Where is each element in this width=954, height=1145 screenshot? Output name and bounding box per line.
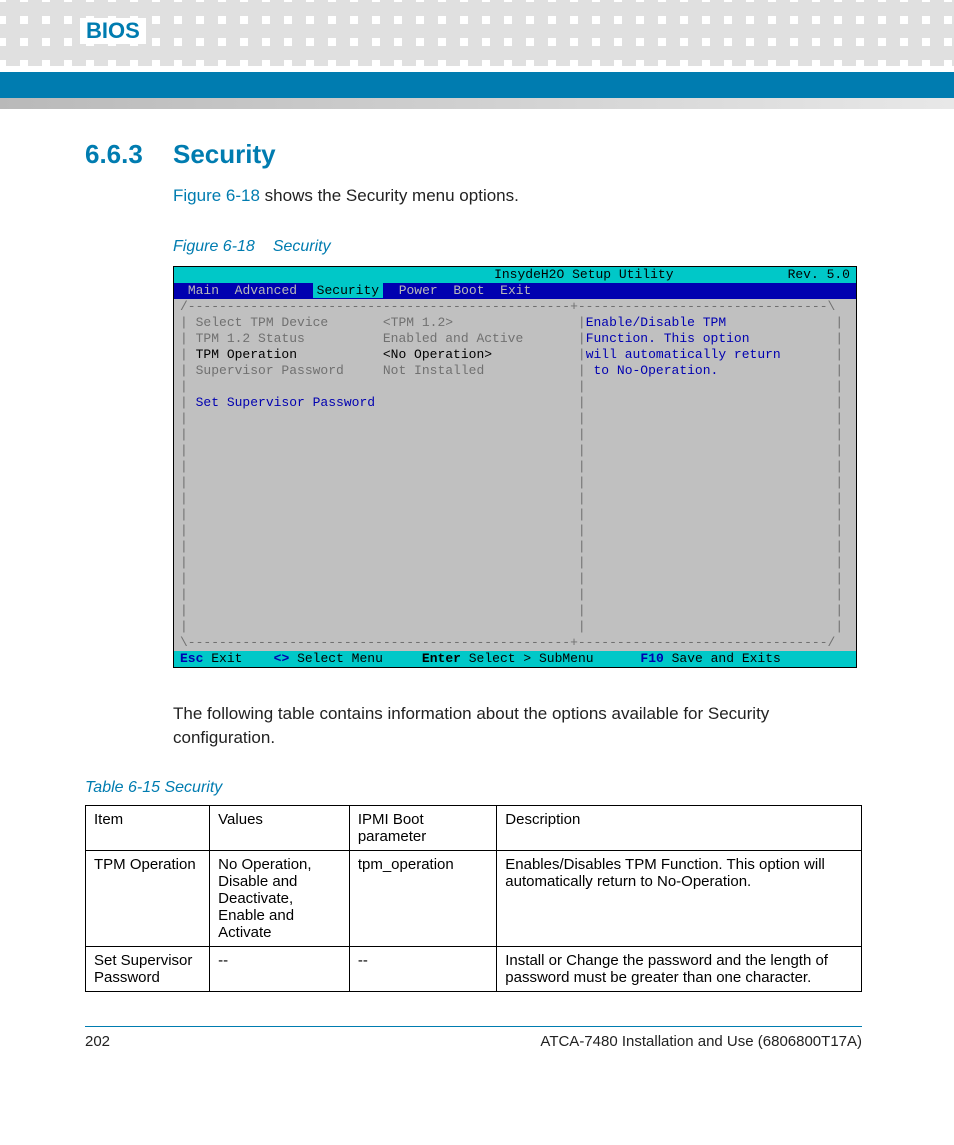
bios-row: | | | bbox=[174, 491, 856, 507]
bios-tab[interactable]: Exit bbox=[500, 283, 531, 298]
table-cell: tpm_operation bbox=[349, 851, 496, 947]
bios-footer: Esc Exit <> Select Menu Enter Select > S… bbox=[174, 651, 856, 667]
bios-row: | | | bbox=[174, 507, 856, 523]
bios-key-f10[interactable]: F10 bbox=[640, 651, 663, 666]
table-row: Set Supervisor Password----Install or Ch… bbox=[86, 947, 862, 992]
figure-title: Security bbox=[273, 238, 331, 255]
bios-tab[interactable]: Main bbox=[188, 283, 219, 298]
table-cell: Set Supervisor Password bbox=[86, 947, 210, 992]
bios-key-arrows[interactable]: <> bbox=[274, 651, 290, 666]
bios-key-esc[interactable]: Esc bbox=[180, 651, 203, 666]
table-caption: Table 6-15 Security bbox=[85, 779, 862, 797]
header-blue-bar bbox=[0, 72, 954, 98]
table-row: TPM OperationNo Operation, Disable and D… bbox=[86, 851, 862, 947]
doc-title: ATCA-7480 Installation and Use (6806800T… bbox=[540, 1033, 862, 1050]
intro-paragraph: Figure 6-18 shows the Security menu opti… bbox=[173, 184, 862, 208]
bios-key-label: Select Menu bbox=[297, 651, 383, 666]
bios-row: | | | bbox=[174, 459, 856, 475]
bios-rev: Rev. 5.0 bbox=[788, 267, 850, 283]
bios-row: | | | bbox=[174, 571, 856, 587]
table-cell: Enables/Disables TPM Function. This opti… bbox=[497, 851, 862, 947]
bios-tab[interactable]: Power bbox=[399, 283, 438, 298]
bios-row: | | | bbox=[174, 603, 856, 619]
table-header: Item bbox=[86, 806, 210, 851]
section-number: 6.6.3 bbox=[85, 139, 149, 170]
bios-row: | | | bbox=[174, 523, 856, 539]
figure-caption: Figure 6-18 Security bbox=[173, 238, 862, 256]
bios-title: InsydeH2O Setup Utility bbox=[380, 267, 788, 283]
bios-row: | | | bbox=[174, 619, 856, 635]
bios-tab[interactable]: Advanced bbox=[235, 283, 297, 298]
table-cell: Install or Change the password and the l… bbox=[497, 947, 862, 992]
bios-row: | | | bbox=[174, 443, 856, 459]
bios-row: | | | bbox=[174, 587, 856, 603]
bios-key-label: Select > SubMenu bbox=[469, 651, 594, 666]
bios-row: | TPM Operation <No Operation> |will aut… bbox=[174, 347, 856, 363]
intro-text: shows the Security menu options. bbox=[260, 186, 519, 205]
bios-key-enter[interactable]: Enter bbox=[422, 651, 461, 666]
bios-tab-selected[interactable]: Security bbox=[313, 283, 383, 298]
table-header: Description bbox=[497, 806, 862, 851]
section-heading: 6.6.3 Security bbox=[85, 139, 862, 170]
header-decor: BIOS bbox=[0, 0, 954, 66]
table-cell: -- bbox=[349, 947, 496, 992]
security-table: ItemValuesIPMI Boot parameterDescription… bbox=[85, 805, 862, 992]
section-title: Security bbox=[173, 139, 276, 170]
post-figure-paragraph: The following table contains information… bbox=[173, 702, 862, 750]
footer-rule bbox=[85, 1026, 862, 1027]
bios-row: | Set Supervisor Password | | bbox=[174, 395, 856, 411]
bios-menubar: Main Advanced Security Power Boot Exit bbox=[174, 283, 856, 299]
chapter-title: BIOS bbox=[80, 18, 146, 44]
bios-row: | | | bbox=[174, 475, 856, 491]
bios-row: | | | bbox=[174, 379, 856, 395]
bios-row: | TPM 1.2 Status Enabled and Active |Fun… bbox=[174, 331, 856, 347]
bios-key-label: Save and Exits bbox=[672, 651, 781, 666]
table-cell: No Operation, Disable and Deactivate, En… bbox=[210, 851, 350, 947]
figure-link[interactable]: Figure 6-18 bbox=[173, 186, 260, 205]
bios-screenshot: InsydeH2O Setup Utility Rev. 5.0 Main Ad… bbox=[173, 266, 857, 668]
table-header: IPMI Boot parameter bbox=[349, 806, 496, 851]
table-header-row: ItemValuesIPMI Boot parameterDescription bbox=[86, 806, 862, 851]
table-cell: -- bbox=[210, 947, 350, 992]
bios-row: /---------------------------------------… bbox=[174, 299, 856, 315]
page-footer: 202 ATCA-7480 Installation and Use (6806… bbox=[0, 1026, 954, 1080]
bios-tab[interactable]: Boot bbox=[453, 283, 484, 298]
bios-body: /---------------------------------------… bbox=[174, 299, 856, 651]
bios-row: | | | bbox=[174, 555, 856, 571]
bios-row: \---------------------------------------… bbox=[174, 635, 856, 651]
header-gray-bar bbox=[0, 98, 954, 109]
page-number: 202 bbox=[85, 1033, 110, 1050]
bios-row: | Supervisor Password Not Installed | to… bbox=[174, 363, 856, 379]
figure-label: Figure 6-18 bbox=[173, 238, 255, 255]
page-content: 6.6.3 Security Figure 6-18 shows the Sec… bbox=[0, 109, 954, 992]
bios-row: | | | bbox=[174, 411, 856, 427]
bios-key-label: Exit bbox=[211, 651, 242, 666]
bios-row: | | | bbox=[174, 427, 856, 443]
bios-titlebar: InsydeH2O Setup Utility Rev. 5.0 bbox=[174, 267, 856, 283]
bios-row: | Select TPM Device <TPM 1.2> |Enable/Di… bbox=[174, 315, 856, 331]
table-cell: TPM Operation bbox=[86, 851, 210, 947]
bios-row: | | | bbox=[174, 539, 856, 555]
table-header: Values bbox=[210, 806, 350, 851]
